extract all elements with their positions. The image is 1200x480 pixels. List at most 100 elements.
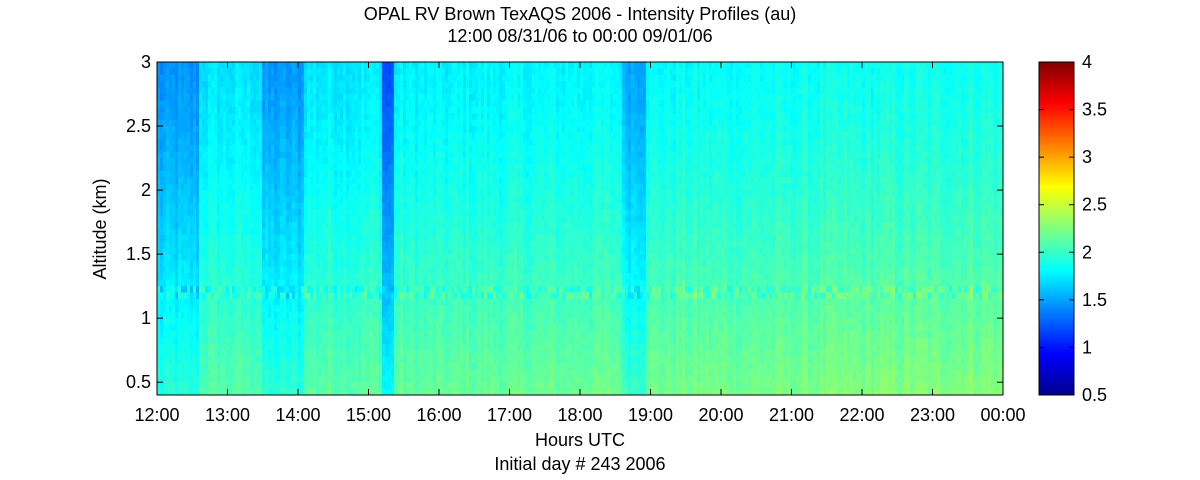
heatmap-cell [226,132,230,140]
heatmap-cell [160,228,164,236]
heatmap-cell [211,222,215,230]
heatmap-cell [169,305,173,313]
heatmap-cell [223,196,227,204]
heatmap-cell [241,164,245,172]
heatmap-cell [181,177,185,185]
heatmap-cell [208,68,212,76]
heatmap-cell [226,273,230,281]
heatmap-cell [169,324,173,332]
heatmap-cell [217,94,221,102]
heatmap-cell [166,375,170,383]
heatmap-cell [199,196,203,204]
heatmap-cell [220,298,224,306]
heatmap-cell [235,68,239,76]
heatmap-cell [223,81,227,89]
heatmap-cell [157,68,161,76]
heatmap-cell [214,337,218,345]
heatmap-cell [208,222,212,230]
heatmap-cell [199,222,203,230]
heatmap-cell [241,145,245,153]
heatmap-cell [247,330,251,338]
heatmap-cell [226,298,230,306]
heatmap-cell [226,170,230,178]
heatmap-cell [178,330,182,338]
heatmap-cell [190,343,194,351]
heatmap-cell [250,100,254,108]
heatmap-cell [208,228,212,236]
heatmap-cell [181,138,185,146]
heatmap-cell [205,375,209,383]
heatmap-cell [202,273,206,281]
heatmap-cell [220,119,224,127]
heatmap-cell [202,68,206,76]
heatmap-cell [232,298,236,306]
heatmap-cell [190,151,194,159]
heatmap-cell [160,158,164,166]
heatmap-cell [241,318,245,326]
heatmap-cell [181,375,185,383]
heatmap-cell [220,241,224,249]
heatmap-cell [202,350,206,358]
heatmap-cell [244,337,248,345]
heatmap-cell [223,74,227,82]
heatmap-cell [250,190,254,198]
heatmap-cell [226,337,230,345]
heatmap-cell [199,234,203,242]
heatmap-cell [172,273,176,281]
heatmap-cell [193,279,197,287]
heatmap-cell [229,145,233,153]
heatmap-cell [172,202,176,210]
heatmap-cell [163,81,167,89]
heatmap-cell [244,87,248,95]
heatmap-cell [223,100,227,108]
heatmap-cell [247,382,251,390]
heatmap-cell [211,375,215,383]
heatmap-cell [166,145,170,153]
heatmap-cell [202,113,206,121]
heatmap-cell [175,209,179,217]
heatmap-cell [166,100,170,108]
heatmap-cell [196,68,200,76]
heatmap-cell [190,94,194,102]
heatmap-cell [211,202,215,210]
heatmap-cell [226,369,230,377]
heatmap-cell [211,362,215,370]
heatmap-cell [211,343,215,351]
heatmap-cell [214,106,218,114]
heatmap-cell [190,362,194,370]
heatmap-cell [181,132,185,140]
heatmap-cell [244,382,248,390]
heatmap-cell [178,311,182,319]
heatmap-cell [247,145,251,153]
heatmap-cell [199,369,203,377]
heatmap-cell [184,87,188,95]
heatmap-cell [220,266,224,274]
heatmap-cell [223,337,227,345]
heatmap-cell [250,113,254,121]
heatmap-cell [199,247,203,255]
heatmap-cell [172,164,176,172]
heatmap-cell [202,286,206,294]
heatmap-cell [220,337,224,345]
heatmap-cell [160,305,164,313]
heatmap-cell [193,356,197,364]
heatmap-cell [175,305,179,313]
heatmap-cell [238,273,242,281]
heatmap-cell [223,330,227,338]
heatmap-cell [175,100,179,108]
heatmap-cell [181,170,185,178]
heatmap-cell [175,215,179,223]
heatmap-cell [220,369,224,377]
heatmap-cell [181,145,185,153]
heatmap-cell [160,145,164,153]
heatmap-cell [157,228,161,236]
heatmap-cell [187,337,191,345]
heatmap-cell [226,330,230,338]
heatmap-cell [175,228,179,236]
heatmap-cell [193,126,197,134]
heatmap-cell [205,279,209,287]
heatmap-cell [169,369,173,377]
heatmap-cell [160,311,164,319]
heatmap-cell [178,170,182,178]
heatmap-cell [226,190,230,198]
